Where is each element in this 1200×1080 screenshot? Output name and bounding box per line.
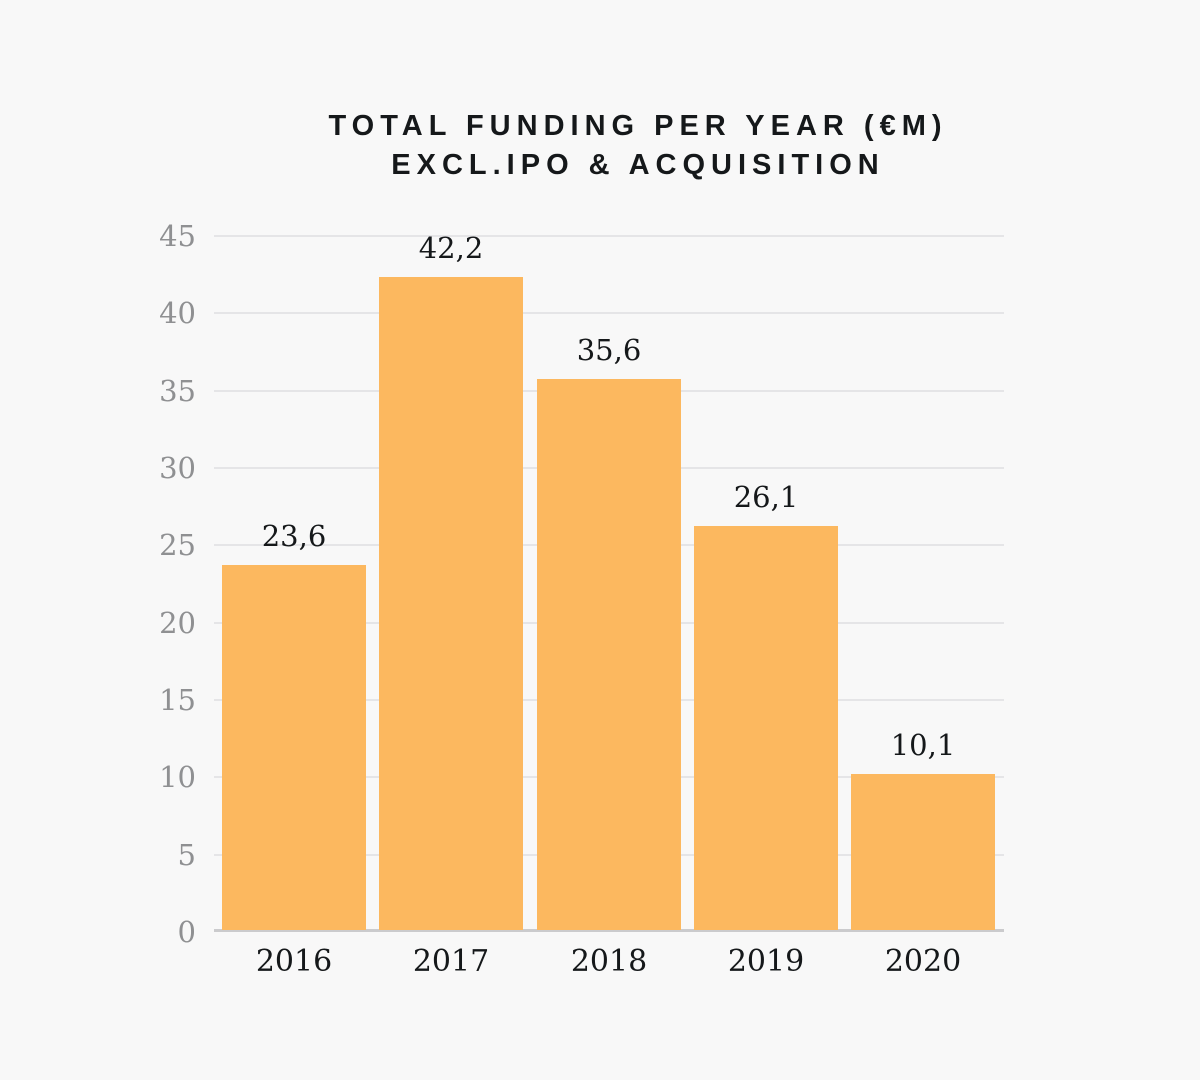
y-tick-label-10: 10 [159,760,196,794]
y-tick-label-15: 15 [159,683,196,717]
y-tick-label-20: 20 [159,606,196,640]
x-tick-label-2020: 2020 [884,944,962,979]
bar-value-label-2020: 10,1 [890,728,956,762]
y-tick-label-0: 0 [177,915,196,949]
bar-2017 [379,277,523,930]
bar-2016 [222,565,366,930]
chart-title-line2: EXCL.IPO & ACQUISITION [391,149,885,181]
y-tick-label-5: 5 [177,838,196,872]
bar-value-label-2019: 26,1 [733,480,799,514]
gridline-40 [214,312,1004,314]
chart-title-line1: TOTAL FUNDING PER YEAR (€M) [328,110,948,142]
x-tick-label-2017: 2017 [412,944,490,979]
y-axis: 0 5 10 15 20 25 30 35 40 45 [0,220,196,948]
plot-area: 23,6 42,2 35,6 26,1 10,1 [214,231,1004,932]
bar-value-label-2017: 42,2 [418,231,484,265]
bar-2020 [851,774,995,930]
gridline-45 [214,235,1004,237]
bar-value-label-2016: 23,6 [261,519,327,553]
bar-2019 [694,526,838,930]
y-tick-label-40: 40 [159,296,196,330]
gridline-0 [214,929,1004,932]
y-tick-label-25: 25 [159,528,196,562]
bar-value-label-2018: 35,6 [576,333,642,367]
y-tick-label-35: 35 [159,374,196,408]
x-tick-label-2016: 2016 [255,944,333,979]
x-axis: 2016 2017 2018 2019 2020 [214,932,1004,992]
chart-title: TOTAL FUNDING PER YEAR (€M) EXCL.IPO & A… [76,107,1200,185]
y-tick-label-30: 30 [159,451,196,485]
x-tick-label-2018: 2018 [570,944,648,979]
bar-2018 [537,379,681,930]
x-tick-label-2019: 2019 [727,944,805,979]
y-tick-label-45: 45 [159,219,196,253]
